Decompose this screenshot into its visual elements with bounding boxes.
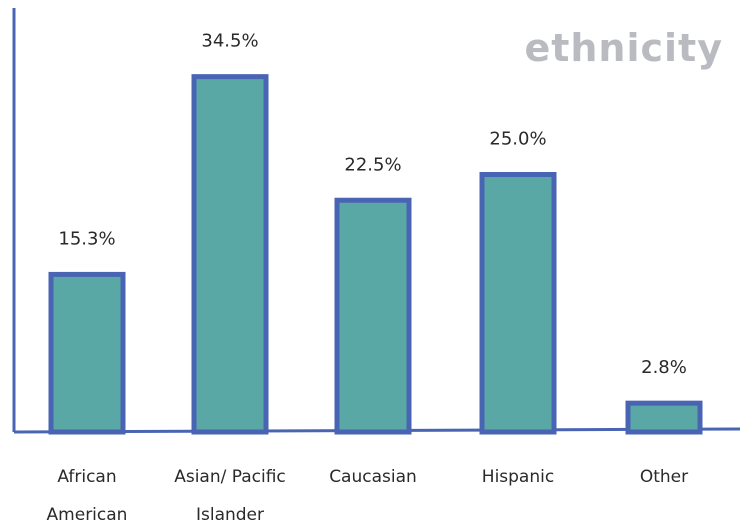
value-label-5: 2.8%: [641, 357, 687, 378]
category-label-1-line-1: African: [57, 467, 116, 487]
value-labels-group: 15.3% 34.5% 22.5% 25.0% 2.8%: [58, 31, 686, 379]
value-label-2: 34.5%: [201, 31, 258, 52]
category-label-2-line-1: Asian/ Pacific: [174, 467, 286, 487]
chart-title: ethnicity: [524, 26, 723, 70]
category-label-2-line-2: Islander: [196, 505, 264, 525]
bar-5: [625, 400, 703, 435]
category-label-4-line-1: Hispanic: [482, 467, 554, 487]
value-label-4: 25.0%: [489, 129, 546, 150]
bar-1: [48, 271, 126, 435]
category-label-3-line-1: Caucasian: [329, 467, 417, 487]
category-label-5-line-1: Other: [640, 467, 688, 487]
category-label-1-line-2: American: [47, 505, 128, 525]
bar-2: [191, 74, 269, 435]
value-label-3: 22.5%: [344, 154, 401, 175]
bars-group: [48, 74, 703, 435]
bar-3: [334, 197, 412, 435]
category-labels-group: African American Asian/ Pacific Islander Cau…: [47, 467, 689, 525]
value-label-1: 15.3%: [58, 228, 115, 249]
bar-4: [479, 172, 557, 435]
